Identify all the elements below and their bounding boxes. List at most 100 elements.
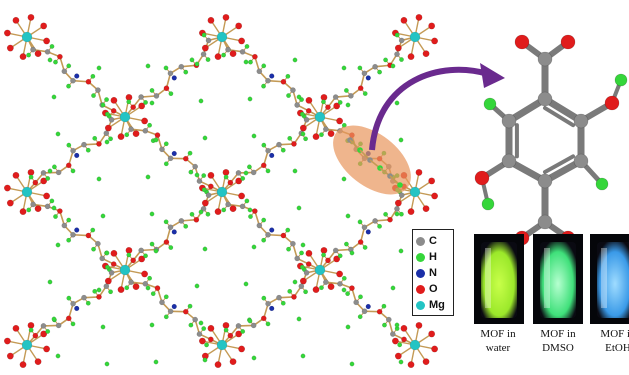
carbon-atom xyxy=(128,126,134,133)
hydrogen-atom xyxy=(247,318,253,324)
carbon-atom xyxy=(196,178,203,184)
hydrogen-atom xyxy=(51,316,57,322)
carbon-atom xyxy=(40,323,47,329)
carbon-atom xyxy=(61,222,68,229)
carbon-atom xyxy=(192,163,198,170)
hydrogen-atom xyxy=(202,135,208,141)
oxygen-atom xyxy=(336,270,344,278)
carbon-atom xyxy=(298,283,305,290)
hydrogen-atom xyxy=(394,100,400,106)
vial-caption-water: MOF in water xyxy=(480,328,516,354)
carbon-atom xyxy=(294,102,300,108)
carbon-atom xyxy=(81,294,87,301)
carbon-atom xyxy=(55,322,62,329)
magnesium-atom xyxy=(216,31,228,43)
carbon-atom xyxy=(372,218,378,224)
hydrogen-atom xyxy=(244,198,250,204)
hydrogen-atom xyxy=(66,237,72,243)
oxygen-atom xyxy=(208,336,214,343)
oxygen-atom xyxy=(32,332,39,339)
oxygen-atom xyxy=(19,208,27,216)
nitrogen-atom xyxy=(74,152,80,159)
carbon-atom xyxy=(103,283,110,290)
legend-item-nitrogen: N xyxy=(416,266,437,280)
hydrogen-atom xyxy=(251,133,257,139)
carbon-atom xyxy=(265,147,271,154)
hydrogen-atom xyxy=(261,237,267,243)
hydrogen-atom xyxy=(303,136,308,142)
hydrogen-atom xyxy=(223,174,229,180)
oxygen-atom xyxy=(40,330,48,338)
hydrogen-atom xyxy=(244,43,250,49)
hydrogen-atom xyxy=(126,252,132,258)
hydrogen-atom xyxy=(381,303,387,309)
hydrogen-atom xyxy=(96,176,102,182)
hydrogen-atom xyxy=(145,63,151,69)
vial-reflection xyxy=(601,248,607,308)
hydrogen-atom xyxy=(145,285,151,291)
vial-reflection xyxy=(544,248,550,308)
molecule-carbon-atom xyxy=(573,153,589,169)
oxygen-atom xyxy=(141,270,149,278)
oxygen-atom xyxy=(85,78,92,85)
hydrogen-atom xyxy=(345,324,351,330)
oxygen-atom xyxy=(110,261,117,267)
oxygen-atom xyxy=(238,192,246,200)
molecule-hydrogen-atom xyxy=(614,73,628,87)
carbon-atom xyxy=(394,51,400,57)
hydrogen-atom xyxy=(163,314,169,320)
magnesium-atom xyxy=(409,339,421,351)
molecule-oxygen-atom xyxy=(560,34,576,50)
hydrogen-atom xyxy=(292,279,298,285)
hydrogen-atom xyxy=(47,279,53,285)
hydrogen-atom xyxy=(124,285,130,291)
hydrogen-atom xyxy=(28,327,34,333)
oxygen-atom xyxy=(27,168,35,176)
nitrogen-atom xyxy=(171,150,177,157)
oxygen-atom xyxy=(138,255,146,263)
hydrogen-atom xyxy=(299,250,304,256)
oxygen-atom xyxy=(325,104,331,110)
hydrogen-atom xyxy=(397,342,403,348)
oxygen-atom xyxy=(280,232,287,239)
hydrogen-atom xyxy=(188,169,194,175)
legend-swatch-nitrogen xyxy=(416,268,425,278)
hydrogen-atom xyxy=(100,213,106,219)
oxygen-atom xyxy=(222,321,230,329)
carbon-atom xyxy=(205,192,212,198)
magnesium-atom xyxy=(21,31,33,43)
hydrogen-atom xyxy=(357,219,363,225)
carbon-atom xyxy=(323,279,329,285)
hydrogen-atom xyxy=(201,173,207,178)
carbon-atom xyxy=(167,224,174,231)
oxygen-atom xyxy=(34,205,42,213)
oxygen-atom xyxy=(193,216,200,223)
hydrogen-atom xyxy=(45,176,51,181)
molecule-carbon-atom xyxy=(537,214,553,230)
oxygen-atom xyxy=(141,117,149,125)
hydrogen-atom xyxy=(377,69,382,75)
hydrogen-atom xyxy=(337,253,343,259)
carbon-atom xyxy=(81,141,87,148)
hydrogen-atom xyxy=(341,287,347,293)
molecule-hydrogen-atom xyxy=(595,177,609,191)
carbon-atom xyxy=(398,192,405,199)
hydrogen-atom xyxy=(168,245,174,250)
legend-swatch-carbon xyxy=(416,236,425,246)
carbon-atom xyxy=(235,170,242,176)
carbon-atom xyxy=(138,94,144,100)
carbon-atom xyxy=(159,146,165,153)
hydrogen-atom xyxy=(362,91,368,96)
carbon-atom xyxy=(142,127,149,134)
hydrogen-atom xyxy=(91,246,96,252)
hydrogen-atom xyxy=(261,295,267,301)
hydrogen-atom xyxy=(358,294,363,300)
carbon-atom xyxy=(398,37,405,44)
hydrogen-atom xyxy=(248,214,253,219)
hydrogen-atom xyxy=(362,245,368,250)
hydrogen-atom xyxy=(300,131,306,137)
hydrogen-atom xyxy=(51,164,57,170)
hydrogen-atom xyxy=(341,275,347,281)
hydrogen-atom xyxy=(243,170,249,176)
